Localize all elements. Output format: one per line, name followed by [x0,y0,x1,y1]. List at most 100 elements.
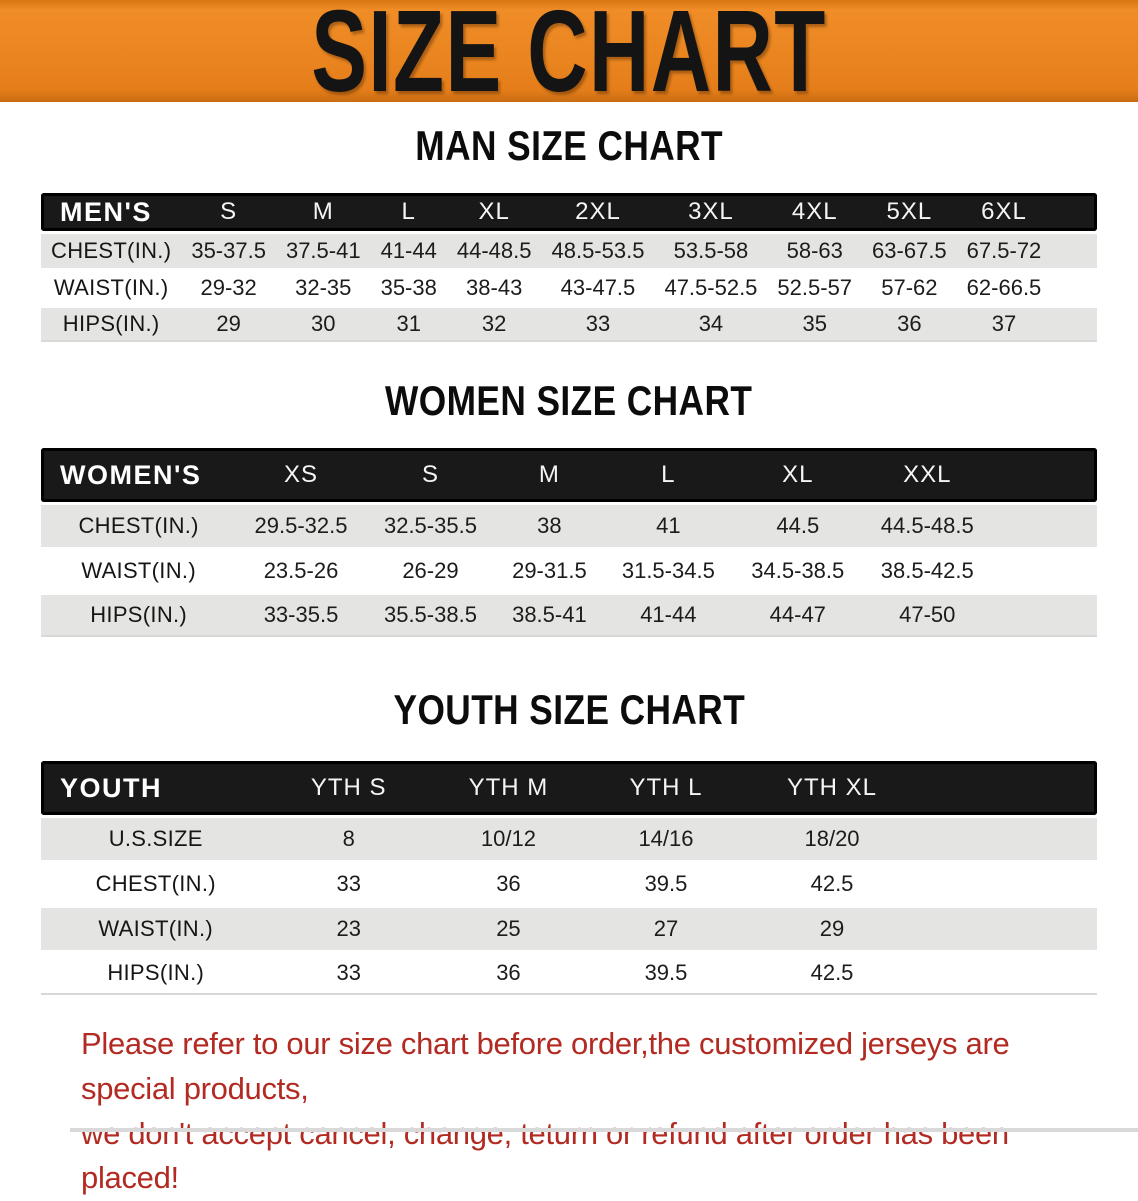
size-value-cell: 25 [426,908,590,951]
row-label: CHEST(IN.) [41,505,237,548]
table-row: WAIST(IN.) 23 25 27 29 [41,908,1097,951]
size-value-cell: 36 [426,863,590,906]
row-label: HIPS(IN.) [41,595,237,638]
size-value-cell: 36 [862,308,957,343]
size-value-cell: 44-47 [733,595,863,638]
size-value-cell: 14/16 [589,818,743,861]
size-value-cell: 58-63 [767,234,863,269]
row-spacer-cell [922,863,1097,906]
section-heading-text: WOMEN SIZE CHART [385,377,753,425]
size-chart-banner: SIZE CHART [0,0,1138,102]
size-value-cell: 44.5 [733,505,863,548]
women-size-chart-section: WOMEN SIZE CHART WOMEN'S XS S M L XL XXL CHEST(I… [41,377,1097,640]
size-table: MEN'S S M L XL 2XL 3XL 4XL 5XL 6XL CHEST(IN.) 35-37… [41,190,1097,345]
size-value-cell: 52.5-57 [767,271,863,306]
row-label: CHEST(IN.) [41,234,182,269]
size-value-cell: 53.5-58 [654,234,768,269]
row-spacer-cell [922,818,1097,861]
size-value-cell: 23 [270,908,427,951]
youth-size-chart-section: YOUTH SIZE CHART YOUTH YTH S YTH M YTH L YTH … [41,688,1097,998]
size-value-cell: 31.5-34.5 [603,550,734,593]
size-value-cell: 42.5 [742,953,922,996]
table-header-row: YOUTH YTH S YTH M YTH L YTH XL [41,761,1097,816]
section-heading-text: YOUTH SIZE CHART [393,686,745,734]
section-heading: YOUTH SIZE CHART [41,688,1097,732]
size-value-cell: 37 [956,308,1052,343]
size-value-cell: 35-37.5 [181,234,276,269]
size-value-cell: 43-47.5 [541,271,655,306]
row-label: U.S.SIZE [41,818,271,861]
table-corner-label: MEN'S [41,193,182,232]
table-row: WAIST(IN.) 23.5-26 26-29 29-31.5 31.5-34.5 34… [41,550,1097,593]
size-value-cell: 63-67.5 [862,234,957,269]
row-spacer-cell [992,595,1097,638]
size-value-cell: 42.5 [742,863,922,906]
size-value-cell: 39.5 [589,953,743,996]
size-value-cell: 29-31.5 [495,550,604,593]
column-header: 5XL [862,193,957,232]
size-value-cell: 36 [426,953,590,996]
row-label: CHEST(IN.) [41,863,271,906]
table-corner-label: WOMEN'S [41,448,237,503]
size-value-cell: 62-66.5 [956,271,1052,306]
column-header: S [365,448,496,503]
image-bottom-edge [70,1128,1138,1132]
row-spacer-cell [992,505,1097,548]
size-value-cell: 41 [603,505,734,548]
row-label: HIPS(IN.) [41,953,271,996]
size-value-cell: 38.5-41 [495,595,604,638]
column-header: YTH M [426,761,590,816]
column-header: YTH L [589,761,743,816]
column-header: M [495,448,604,503]
table-row: HIPS(IN.) 29 30 31 32 33 34 35 36 37 [41,308,1097,343]
header-spacer-cell [1051,193,1097,232]
size-value-cell: 32 [446,308,542,343]
size-value-cell: 57-62 [862,271,957,306]
size-value-cell: 39.5 [589,863,743,906]
column-header: YTH XL [742,761,922,816]
size-value-cell: 33 [270,953,427,996]
size-value-cell: 23.5-26 [236,550,366,593]
row-label: HIPS(IN.) [41,308,182,343]
size-value-cell: 33 [541,308,655,343]
size-value-cell: 38.5-42.5 [862,550,992,593]
size-value-cell: 47-50 [862,595,992,638]
size-value-cell: 38 [495,505,604,548]
size-value-cell: 32.5-35.5 [365,505,496,548]
size-value-cell: 29 [742,908,922,951]
header-spacer-cell [992,448,1097,503]
size-value-cell: 33 [270,863,427,906]
size-value-cell: 33-35.5 [236,595,366,638]
size-value-cell: 34 [654,308,768,343]
table-row: HIPS(IN.) 33-35.5 35.5-38.5 38.5-41 41-44 44-… [41,595,1097,638]
column-header: XL [733,448,863,503]
column-header: 2XL [541,193,655,232]
row-spacer-cell [992,550,1097,593]
size-value-cell: 32-35 [275,271,371,306]
size-value-cell: 47.5-52.5 [654,271,768,306]
size-table: YOUTH YTH S YTH M YTH L YTH XL U.S.SIZE 8 10/12… [41,758,1097,998]
row-spacer-cell [1051,308,1097,343]
table-row: U.S.SIZE 8 10/12 14/16 18/20 [41,818,1097,861]
size-value-cell: 10/12 [426,818,590,861]
size-value-cell: 44-48.5 [446,234,542,269]
table-row: WAIST(IN.) 29-32 32-35 35-38 38-43 43-47.5 47.… [41,271,1097,306]
size-value-cell: 34.5-38.5 [733,550,863,593]
disclaimer: Please refer to our size chart before or… [81,1022,1057,1201]
table-corner-label: YOUTH [41,761,271,816]
size-value-cell: 27 [589,908,743,951]
row-label: WAIST(IN.) [41,550,237,593]
column-header: XXL [862,448,992,503]
size-value-cell: 41-44 [603,595,734,638]
size-value-cell: 35 [767,308,863,343]
size-value-cell: 38-43 [446,271,542,306]
column-header: YTH S [270,761,427,816]
size-value-cell: 48.5-53.5 [541,234,655,269]
table-header-row: WOMEN'S XS S M L XL XXL [41,448,1097,503]
column-header: S [181,193,276,232]
size-value-cell: 8 [270,818,427,861]
row-label: WAIST(IN.) [41,271,182,306]
man-size-chart-section: MAN SIZE CHART MEN'S S M L XL 2XL 3XL 4XL 5XL 6XL C… [41,123,1097,345]
header-spacer-cell [922,761,1097,816]
row-spacer-cell [922,953,1097,996]
